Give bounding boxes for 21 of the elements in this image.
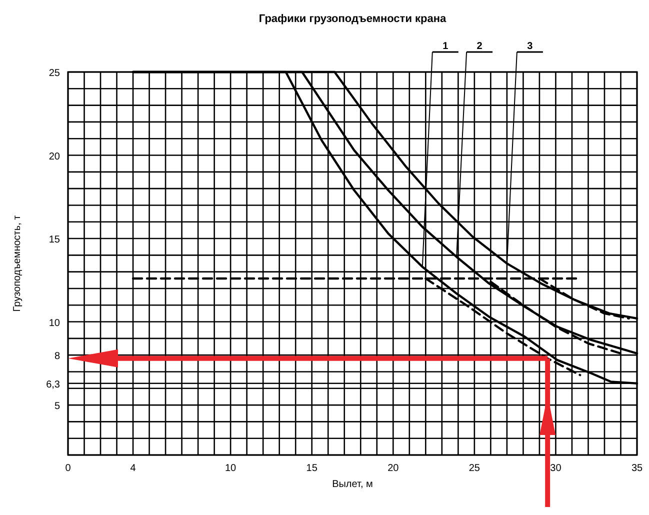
x-axis-title: Вылет, м: [332, 479, 374, 490]
x-tick-label: 20: [388, 463, 400, 474]
x-tick-label: 15: [306, 463, 318, 474]
y-tick-label: 6,3: [46, 379, 60, 390]
x-tick-label: 4: [130, 463, 136, 474]
legend-label: 2: [476, 41, 483, 52]
x-tick-label: 0: [65, 463, 72, 474]
chart-title: Графики грузоподъемности крана: [258, 13, 447, 25]
y-tick-label: 15: [48, 234, 60, 246]
x-tick-label: 25: [468, 463, 480, 474]
y-tick-label: 20: [48, 151, 60, 162]
y-tick-label: 25: [48, 68, 60, 79]
text: 1: [442, 41, 449, 52]
text: 3: [527, 41, 534, 52]
y-tick-label: 8: [54, 351, 60, 362]
y-axis-title: Грузоподъемность, т: [12, 214, 23, 312]
y-tick-label: 10: [48, 318, 60, 329]
x-tick-label: 30: [550, 463, 562, 474]
y-tick-label: 5: [54, 401, 60, 412]
x-tick-label: 10: [225, 463, 237, 474]
x-tick-label: 35: [631, 463, 643, 474]
